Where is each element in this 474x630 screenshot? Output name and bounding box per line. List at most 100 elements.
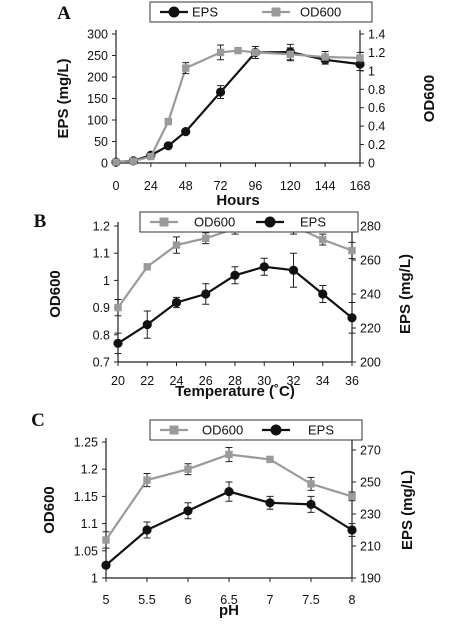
data-point (171, 297, 182, 308)
data-point (163, 141, 173, 151)
data-point (183, 506, 193, 516)
series-line (115, 49, 361, 164)
data-point (216, 48, 225, 57)
y-left-tick-label: 200 (87, 71, 108, 85)
x-tick-label: 5.5 (138, 593, 155, 607)
y-right-axis-label: OD600 (421, 75, 438, 123)
panel-letter: A (57, 3, 71, 24)
y-right-tick-label: 190 (360, 572, 381, 586)
x-axis-label: Hours (216, 192, 259, 209)
data-point (348, 246, 356, 255)
legend-label: EPS (192, 5, 218, 20)
x-tick-label: 24 (170, 374, 184, 388)
y-right-tick-label: 230 (360, 508, 381, 522)
data-point (319, 235, 327, 244)
x-axis-label: pH (219, 602, 239, 619)
legend: OD600 EPS (149, 419, 363, 441)
data-point (224, 487, 234, 497)
x-tick-label: 168 (350, 179, 371, 193)
y-right-tick-label: 200 (360, 356, 381, 370)
y-right-tick-label: 220 (360, 322, 381, 336)
data-point (112, 158, 120, 166)
y-left-tick-label: 250 (87, 49, 108, 63)
data-point (356, 54, 364, 62)
y-right-tick-label: 280 (360, 220, 381, 234)
y-left-tick-label: 300 (87, 28, 108, 42)
data-point (101, 560, 111, 570)
legend-label: EPS (308, 423, 334, 438)
x-tick-label: 0 (113, 179, 120, 193)
y-left-tick-label: 0.7 (93, 356, 110, 370)
series-eps (113, 252, 357, 354)
data-point (355, 59, 365, 69)
x-tick-label: 30 (257, 374, 271, 388)
legend-box (149, 1, 373, 23)
data-point (348, 492, 356, 501)
legend-box (149, 419, 363, 441)
x-tick-label: 5 (103, 593, 110, 607)
x-tick-label: 36 (345, 374, 359, 388)
x-tick-label: 144 (315, 179, 336, 193)
legend-label: EPS (300, 215, 326, 230)
data-point (129, 157, 138, 165)
y-left-tick-label: 1 (103, 274, 110, 288)
y-left-tick-label: 0 (101, 157, 108, 171)
data-point (143, 263, 151, 271)
y-left-axis-label: OD600 (47, 270, 64, 318)
y-left-tick-label: 1 (91, 572, 98, 586)
y-right-tick-label: 250 (360, 476, 381, 490)
x-tick-label: 120 (280, 179, 301, 193)
axis-frame (117, 222, 353, 363)
legend-swatch-marker (169, 425, 179, 435)
y-right-tick-label: 0.6 (368, 101, 385, 115)
panel-letter: B (34, 211, 47, 232)
legend: EPS OD600 (149, 1, 373, 23)
data-point (266, 455, 274, 464)
legend-swatch-marker (271, 7, 281, 17)
x-tick-label: 6 (185, 593, 192, 607)
x-tick-label: 34 (316, 374, 330, 388)
y-right-tick-label: 1 (368, 64, 375, 78)
data-point (184, 465, 192, 473)
y-left-tick-label: 100 (87, 114, 108, 128)
y-right-tick-label: 0.8 (368, 83, 385, 97)
data-point (172, 241, 181, 249)
y-left-tick-label: 50 (94, 135, 108, 149)
data-point (259, 262, 269, 272)
legend-swatch-marker (270, 424, 282, 436)
y-right-tick-label: 210 (360, 540, 381, 554)
y-left-tick-label: 1.1 (93, 247, 110, 261)
legend: OD600 EPS (139, 211, 359, 233)
chart-panel-b: B 20 22 24 26 28 30 32 34 36 0.7 0.8 0.9 1 1.1 1.2 200 22… (34, 211, 414, 400)
legend-swatch-marker (264, 216, 276, 228)
y-right-axis-label: EPS (mg/L) (399, 470, 416, 550)
chart-panel-c: C 5 5.5 6 6.5 7 7.5 8 1 1.05 1.1 1.15 1.2 1.25 190 210 2… (31, 410, 416, 619)
data-point (306, 499, 316, 509)
axis-frame (115, 30, 361, 164)
y-right-tick-label: 1.2 (368, 46, 385, 60)
x-tick-label: 8 (349, 593, 356, 607)
y-left-axis-label: EPS (mg/L) (55, 58, 72, 138)
data-point (230, 270, 240, 280)
series-od600 (102, 446, 356, 549)
data-point (147, 152, 155, 161)
series-od600 (112, 44, 364, 166)
legend-box (139, 211, 359, 233)
data-point (143, 476, 151, 484)
panel-letter: C (31, 410, 45, 431)
x-tick-label: 96 (248, 179, 262, 193)
data-point (286, 50, 294, 58)
data-point (225, 450, 233, 459)
x-tick-label: 6.5 (220, 593, 237, 607)
x-tick-label: 24 (144, 179, 158, 193)
data-point (114, 303, 122, 312)
data-point (181, 127, 191, 137)
y-right-tick-label: 240 (360, 288, 381, 302)
x-tick-label: 72 (214, 179, 228, 193)
y-right-tick-label: 260 (360, 254, 381, 268)
x-tick-label: 7.5 (302, 593, 319, 607)
y-left-tick-label: 1.05 (74, 544, 98, 558)
series-eps (101, 481, 357, 570)
y-left-tick-label: 1.1 (81, 517, 98, 531)
